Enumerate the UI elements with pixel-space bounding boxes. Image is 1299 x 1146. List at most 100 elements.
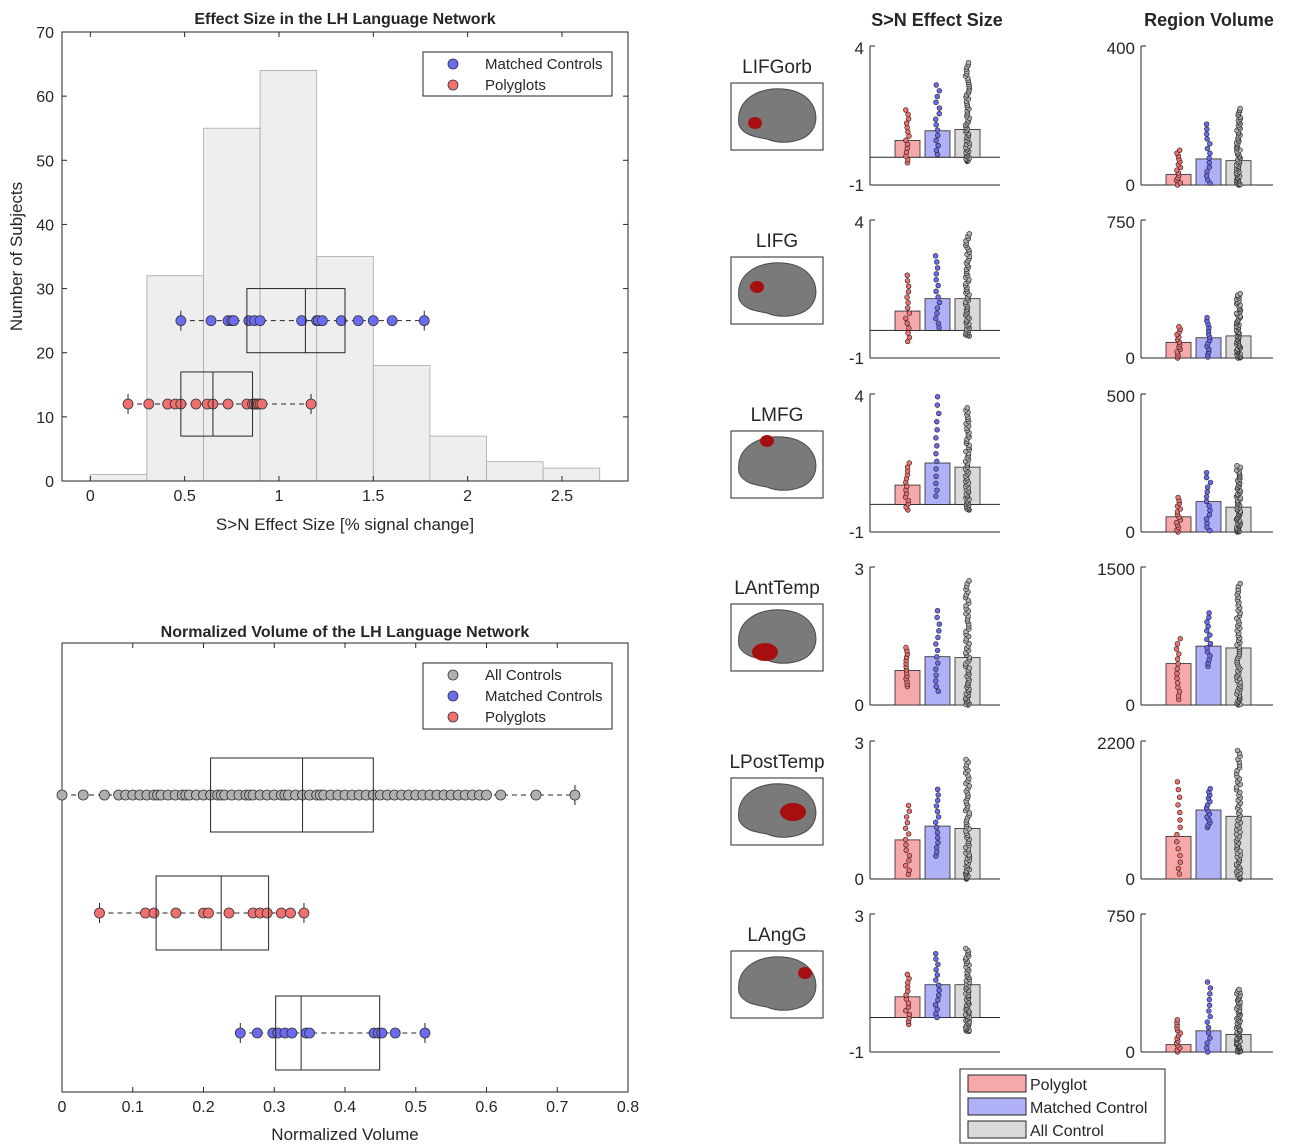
- data-dot: [1174, 666, 1180, 672]
- legend-marker: [447, 669, 459, 681]
- y-tick-label: -1: [849, 523, 864, 542]
- data-dot: [1203, 516, 1210, 522]
- y-tick-label: 60: [36, 89, 54, 106]
- legend-label: Matched Controls: [485, 688, 603, 705]
- data-dot: [1203, 121, 1210, 127]
- data-dot: [935, 840, 941, 846]
- data-dot: [1207, 479, 1214, 486]
- data-dot: [932, 253, 939, 259]
- region-label: LPostTemp: [729, 752, 824, 773]
- y-tick-label: 4: [855, 213, 864, 232]
- data-dot: [934, 487, 940, 493]
- data-point: [386, 315, 398, 327]
- region-highlight: [752, 643, 778, 661]
- x-tick-label: 0.3: [263, 1099, 285, 1116]
- data-dot: [934, 786, 941, 792]
- y-tick-label: 500: [1107, 387, 1135, 406]
- data-dot: [933, 666, 939, 672]
- data-dot: [936, 987, 942, 993]
- data-dot: [903, 315, 909, 321]
- data-dot: [933, 480, 939, 487]
- data-dot: [966, 578, 972, 584]
- y-tick-label: 0: [1126, 696, 1135, 715]
- data-dot: [1206, 512, 1213, 518]
- data-dot: [1177, 636, 1183, 642]
- y-tick-label: -1: [849, 176, 864, 195]
- data-dot: [1174, 1017, 1180, 1023]
- data-dot: [934, 443, 940, 449]
- data-dot: [904, 971, 911, 978]
- data-dot: [1233, 784, 1240, 790]
- data-dot: [1207, 1013, 1213, 1020]
- x-tick-label: 0: [86, 488, 95, 505]
- data-dot: [1206, 503, 1212, 509]
- data-dot: [1177, 180, 1184, 186]
- data-dot: [936, 110, 942, 117]
- data-point: [376, 1027, 388, 1039]
- data-dot: [905, 305, 911, 311]
- brain-icon: [738, 262, 817, 317]
- data-point: [296, 315, 308, 327]
- data-dot: [1204, 489, 1210, 495]
- column-title: Region Volume: [1144, 10, 1274, 30]
- data-dot: [933, 288, 939, 295]
- data-dot: [1174, 779, 1181, 785]
- data-dot: [903, 137, 909, 143]
- data-dot: [933, 683, 939, 690]
- x-tick-label: 0.4: [334, 1099, 356, 1116]
- data-dot: [933, 435, 939, 441]
- y-tick-label: 0: [45, 474, 54, 491]
- data-dot: [1176, 324, 1182, 330]
- data-point: [94, 907, 105, 919]
- chart-title: Normalized Volume of the LH Language Net…: [161, 624, 530, 641]
- data-dot: [1207, 141, 1213, 147]
- data-dot: [933, 82, 939, 88]
- data-dot: [1204, 168, 1210, 175]
- data-dot: [933, 116, 939, 122]
- data-dot: [934, 265, 941, 271]
- data-dot: [933, 473, 939, 480]
- brain-icon: [738, 436, 817, 491]
- box: [180, 371, 254, 437]
- data-dot: [905, 330, 911, 336]
- data-dot: [934, 427, 940, 433]
- data-dot: [905, 289, 912, 295]
- data-dot: [1207, 527, 1213, 534]
- data-dot: [934, 607, 941, 614]
- brain-icon: [738, 783, 817, 838]
- y-tick-label: 0: [1126, 349, 1135, 368]
- data-point: [298, 907, 310, 919]
- data-dot: [1174, 680, 1181, 686]
- data-dot: [1234, 747, 1241, 754]
- data-point: [254, 315, 266, 327]
- data-dot: [1203, 474, 1210, 481]
- data-point: [175, 315, 187, 327]
- legend-label: All Control: [1030, 1123, 1104, 1140]
- legend-label: Polyglot: [1030, 1077, 1087, 1094]
- data-dot: [906, 808, 913, 814]
- x-axis-label: S>N Effect Size [% signal change]: [216, 515, 474, 534]
- data-dot: [903, 842, 909, 848]
- data-dot: [1204, 1045, 1210, 1051]
- data-dot: [1206, 610, 1212, 616]
- data-dot: [1204, 145, 1211, 152]
- data-dot: [934, 418, 940, 425]
- data-dot: [933, 99, 939, 106]
- data-dot: [1203, 469, 1210, 476]
- region-highlight: [798, 967, 812, 979]
- chart-title: Effect Size in the LH Language Network: [194, 11, 495, 28]
- data-dot: [933, 844, 940, 851]
- x-tick-label: 2.5: [551, 488, 573, 505]
- data-dot: [963, 756, 969, 763]
- y-tick-label: 750: [1107, 213, 1135, 232]
- data-dot: [1204, 645, 1210, 651]
- data-dot: [936, 299, 943, 306]
- data-point: [261, 907, 273, 919]
- y-tick-label: 10: [36, 410, 54, 427]
- data-point: [419, 1027, 431, 1039]
- data-dot: [1173, 519, 1180, 526]
- y-tick-label: 1500: [1097, 560, 1135, 579]
- data-dot: [934, 654, 940, 660]
- data-dot: [906, 334, 913, 341]
